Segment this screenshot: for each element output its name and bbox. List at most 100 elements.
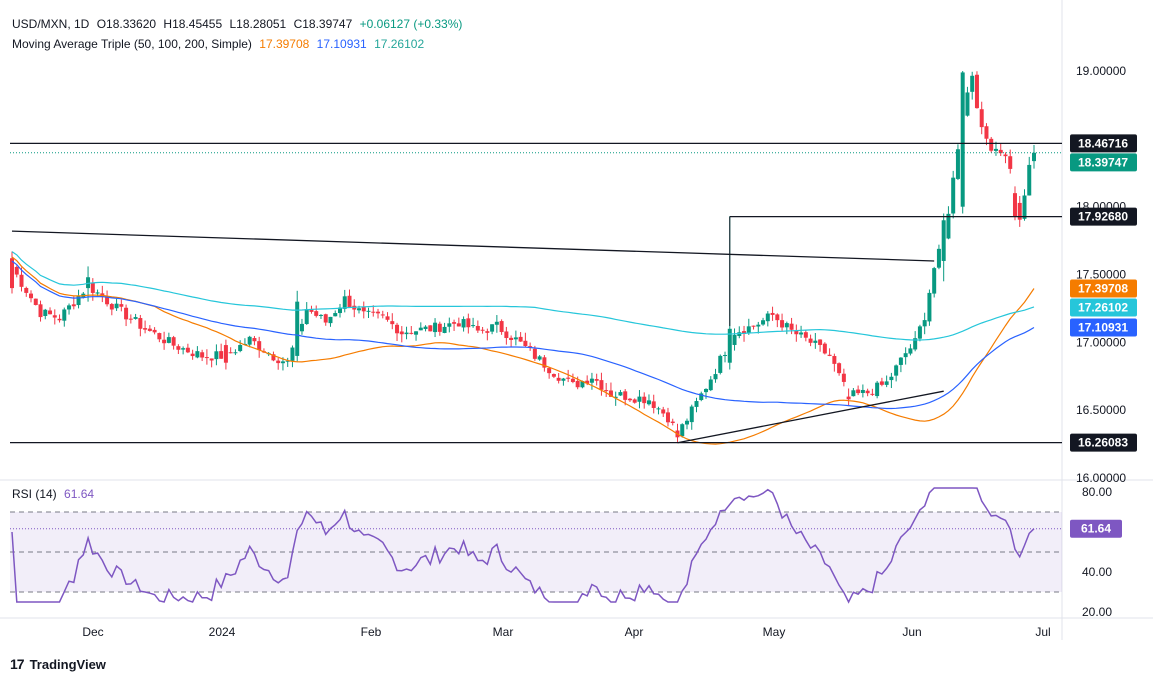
candle-body [404,332,409,335]
candle-body [960,72,965,207]
candle-body [485,331,490,333]
candle-body [290,347,295,361]
rsi-legend: RSI (14) 61.64 [12,487,98,501]
candle-body [646,400,651,405]
candle-body [309,309,314,312]
candle-body [24,287,29,293]
candle-body [803,332,808,338]
candle-body [1008,156,1013,169]
candle-body [380,314,385,316]
candle-body [1032,152,1036,162]
candle-body [822,343,827,354]
candle-body [19,274,24,287]
candle-body [846,396,851,400]
candle-body [580,381,585,388]
candle-body [879,381,884,385]
candle-body [456,323,461,327]
candle-body [38,304,43,318]
candle-body [233,352,238,354]
candle-body [884,381,889,385]
tradingview-brand[interactable]: 17 TradingView [10,656,106,672]
candle-body [10,258,14,289]
candle-body [252,338,257,342]
candle-body [423,326,428,329]
candle-body [761,320,766,325]
candle-body [490,324,495,332]
candle-body [613,396,618,398]
candle-body [561,378,566,381]
candle-body [399,331,404,335]
candle-body [357,308,362,311]
candle-body [970,75,975,92]
candle-body [789,323,794,330]
candle-body [746,326,751,334]
price-axis-label: 18.46716 [1070,134,1137,153]
candle-body [974,74,979,109]
candle-body [784,323,789,328]
candle-body [718,355,723,373]
candle-body [661,409,666,414]
svg-text:61.64: 61.64 [1081,522,1111,536]
candle-body [195,351,200,358]
time-tick-label: May [763,625,786,639]
candle-body [461,319,466,328]
svg-text:17.39708: 17.39708 [1078,281,1128,295]
candle-body [133,317,138,319]
candle-body [927,292,932,322]
candle-body [14,266,19,275]
symbol-label: USD/MXN, 1D [12,17,90,31]
time-tick-label: Mar [493,625,514,639]
candle-body [575,380,580,388]
ma200-value: 17.26102 [374,37,425,51]
candle-body [618,392,623,396]
candle-body [665,412,670,423]
candle-body [185,347,190,353]
candle-body [694,401,699,407]
ma200-line [11,251,1035,341]
candle-body [257,341,262,351]
svg-text:16.26083: 16.26083 [1078,436,1128,450]
candle-body [737,332,742,336]
candle-body [314,311,319,316]
price-tick-label: 19.00000 [1076,64,1126,78]
candle-body [642,396,647,404]
candle-body [414,331,419,335]
candles [10,71,1036,443]
price-tick-label: 16.50000 [1076,403,1126,417]
candle-body [780,320,785,328]
candle-body [946,213,951,239]
svg-text:17.10931: 17.10931 [1078,321,1128,335]
candle-body [656,408,661,410]
candle-body [870,393,875,395]
candle-body [499,321,504,333]
ma-legend: Moving Average Triple (50, 100, 200, Sim… [12,37,428,51]
candle-body [138,318,143,329]
candle-body [390,321,395,325]
candle-body [152,329,157,333]
candle-body [209,358,214,361]
trendline[interactable] [11,230,935,262]
candle-body [537,356,542,360]
candle-body [447,323,452,327]
candle-body [147,328,152,331]
candle-body [770,312,775,315]
candle-body [894,365,899,376]
price-axis-label: 18.39747 [1070,153,1137,172]
candle-body [742,331,747,334]
candle-body [936,248,941,268]
candle-body [361,307,366,312]
candle-body [318,314,323,316]
candle-body [1022,195,1027,219]
candle-body [917,326,922,339]
svg-text:17.26102: 17.26102 [1078,300,1128,314]
candle-body [680,424,685,437]
trendline[interactable] [677,390,944,444]
candle-body [157,333,162,340]
candle-body [837,363,842,374]
candle-body [471,325,476,327]
candle-body [723,355,728,357]
price-tick-label: 16.00000 [1076,471,1126,485]
candle-body [523,340,528,347]
candle-body [756,324,761,327]
